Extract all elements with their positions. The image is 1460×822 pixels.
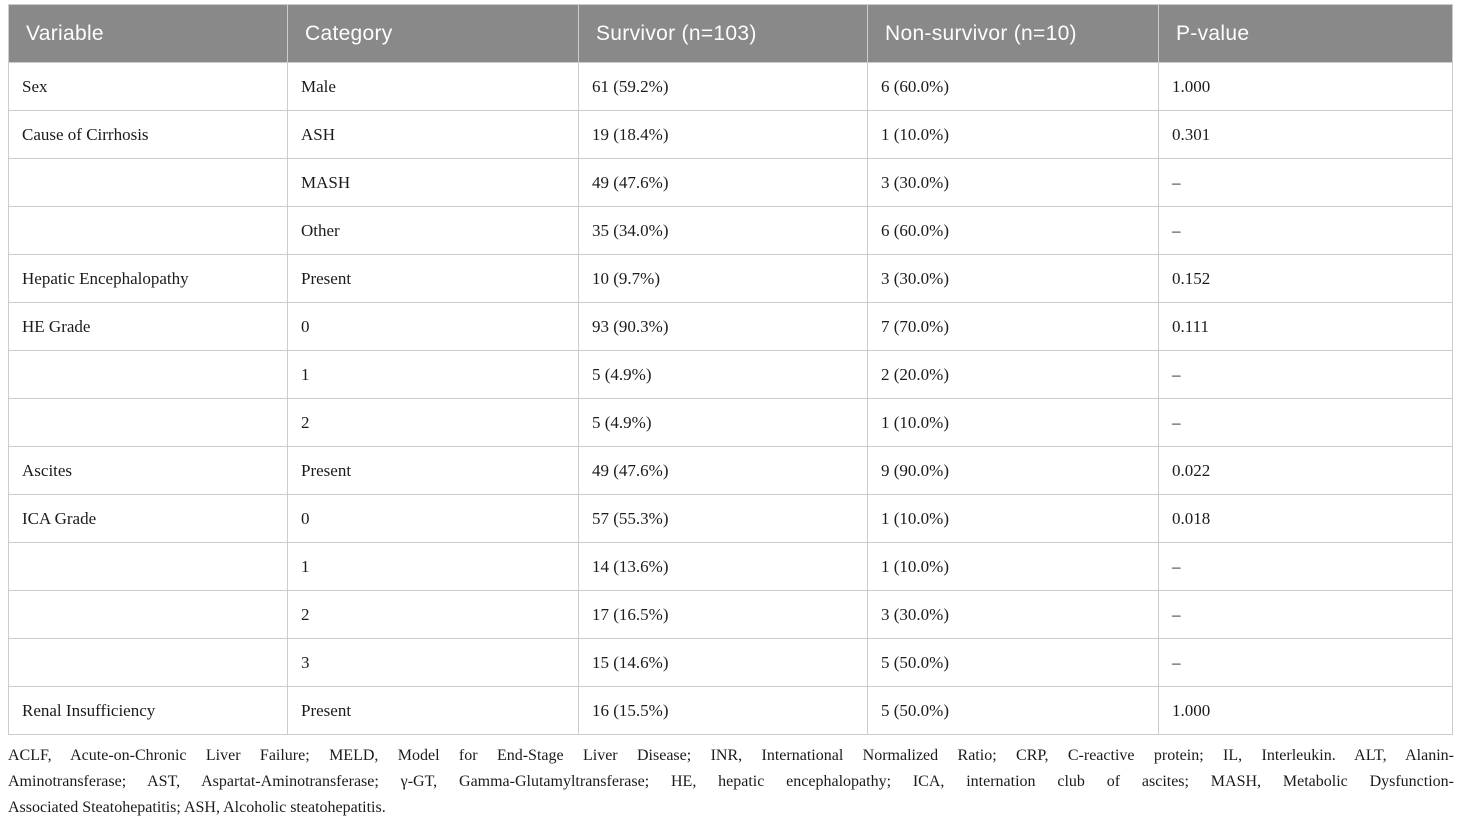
- cell-p-value: –: [1158, 590, 1453, 639]
- cell-variable: [8, 590, 288, 639]
- cell-p-value: –: [1158, 398, 1453, 447]
- cell-variable: Cause of Cirrhosis: [8, 110, 288, 159]
- table-row: Hepatic Encephalopathy Present 10 (9.7%)…: [8, 254, 1453, 303]
- cell-p-value: –: [1158, 158, 1453, 207]
- cell-survivor: 5 (4.9%): [578, 350, 868, 399]
- cell-non-survivor: 1 (10.0%): [867, 494, 1159, 543]
- col-header-variable: Variable: [8, 4, 288, 63]
- footnote-line-2: Aminotransferase; AST, Aspartat-Aminotra…: [8, 773, 1454, 790]
- cell-variable: [8, 206, 288, 255]
- cell-survivor: 15 (14.6%): [578, 638, 868, 687]
- col-header-category: Category: [287, 4, 579, 63]
- baseline-characteristics-table: Variable Category Survivor (n=103) Non-s…: [8, 4, 1453, 735]
- cell-p-value: 0.152: [1158, 254, 1453, 303]
- cell-variable: [8, 638, 288, 687]
- cell-non-survivor: 5 (50.0%): [867, 638, 1159, 687]
- cell-category: 1: [287, 542, 579, 591]
- table-row: MASH 49 (47.6%) 3 (30.0%) –: [8, 158, 1453, 207]
- cell-variable: Ascites: [8, 446, 288, 495]
- header-row: Variable Category Survivor (n=103) Non-s…: [8, 4, 1453, 63]
- cell-non-survivor: 6 (60.0%): [867, 62, 1159, 111]
- cell-non-survivor: 7 (70.0%): [867, 302, 1159, 351]
- table-row: ICA Grade 0 57 (55.3%) 1 (10.0%) 0.018: [8, 494, 1453, 543]
- cell-variable: [8, 542, 288, 591]
- cell-p-value: 1.000: [1158, 62, 1453, 111]
- table-row: 1 14 (13.6%) 1 (10.0%) –: [8, 542, 1453, 591]
- cell-category: MASH: [287, 158, 579, 207]
- cell-category: Male: [287, 62, 579, 111]
- col-header-p-value: P-value: [1158, 4, 1453, 63]
- cell-category: ASH: [287, 110, 579, 159]
- cell-variable: Hepatic Encephalopathy: [8, 254, 288, 303]
- cell-p-value: –: [1158, 638, 1453, 687]
- cell-non-survivor: 5 (50.0%): [867, 686, 1159, 735]
- cell-non-survivor: 1 (10.0%): [867, 110, 1159, 159]
- table-row: HE Grade 0 93 (90.3%) 7 (70.0%) 0.111: [8, 302, 1453, 351]
- cell-non-survivor: 1 (10.0%): [867, 542, 1159, 591]
- cell-survivor: 14 (13.6%): [578, 542, 868, 591]
- table-row: 2 17 (16.5%) 3 (30.0%) –: [8, 590, 1453, 639]
- cell-variable: Sex: [8, 62, 288, 111]
- cell-survivor: 16 (15.5%): [578, 686, 868, 735]
- cell-non-survivor: 2 (20.0%): [867, 350, 1159, 399]
- cell-variable: [8, 158, 288, 207]
- cell-non-survivor: 3 (30.0%): [867, 590, 1159, 639]
- col-header-survivor: Survivor (n=103): [578, 4, 868, 63]
- cell-variable: [8, 398, 288, 447]
- col-header-non-survivor: Non-survivor (n=10): [867, 4, 1159, 63]
- table-row: Cause of Cirrhosis ASH 19 (18.4%) 1 (10.…: [8, 110, 1453, 159]
- cell-p-value: 0.022: [1158, 446, 1453, 495]
- cell-variable: [8, 350, 288, 399]
- cell-survivor: 35 (34.0%): [578, 206, 868, 255]
- cell-survivor: 49 (47.6%): [578, 158, 868, 207]
- cell-survivor: 93 (90.3%): [578, 302, 868, 351]
- cell-survivor: 17 (16.5%): [578, 590, 868, 639]
- cell-p-value: 0.301: [1158, 110, 1453, 159]
- cell-category: 0: [287, 494, 579, 543]
- cell-category: Present: [287, 254, 579, 303]
- cell-category: Present: [287, 686, 579, 735]
- cell-p-value: –: [1158, 350, 1453, 399]
- cell-non-survivor: 3 (30.0%): [867, 254, 1159, 303]
- cell-p-value: 0.018: [1158, 494, 1453, 543]
- cell-p-value: 0.111: [1158, 302, 1453, 351]
- table-row: Other 35 (34.0%) 6 (60.0%) –: [8, 206, 1453, 255]
- cell-category: 3: [287, 638, 579, 687]
- table-body: Sex Male 61 (59.2%) 6 (60.0%) 1.000 Caus…: [8, 62, 1453, 735]
- table-row: 1 5 (4.9%) 2 (20.0%) –: [8, 350, 1453, 399]
- cell-p-value: 1.000: [1158, 686, 1453, 735]
- cell-variable: ICA Grade: [8, 494, 288, 543]
- cell-non-survivor: 9 (90.0%): [867, 446, 1159, 495]
- cell-survivor: 10 (9.7%): [578, 254, 868, 303]
- cell-p-value: –: [1158, 542, 1453, 591]
- cell-variable: HE Grade: [8, 302, 288, 351]
- cell-survivor: 49 (47.6%): [578, 446, 868, 495]
- cell-non-survivor: 6 (60.0%): [867, 206, 1159, 255]
- table-row: Ascites Present 49 (47.6%) 9 (90.0%) 0.0…: [8, 446, 1453, 495]
- footnote-line-3: Associated Steatohepatitis; ASH, Alcohol…: [8, 799, 386, 816]
- table-row: 3 15 (14.6%) 5 (50.0%) –: [8, 638, 1453, 687]
- cell-category: 2: [287, 590, 579, 639]
- cell-variable: Renal Insufficiency: [8, 686, 288, 735]
- cell-category: 2: [287, 398, 579, 447]
- cell-category: Present: [287, 446, 579, 495]
- cell-survivor: 19 (18.4%): [578, 110, 868, 159]
- cell-p-value: –: [1158, 206, 1453, 255]
- table-row: Sex Male 61 (59.2%) 6 (60.0%) 1.000: [8, 62, 1453, 111]
- table-row: Renal Insufficiency Present 16 (15.5%) 5…: [8, 686, 1453, 735]
- cell-survivor: 57 (55.3%): [578, 494, 868, 543]
- cell-survivor: 5 (4.9%): [578, 398, 868, 447]
- footnote-line-1: ACLF, Acute-on-Chronic Liver Failure; ME…: [8, 747, 1454, 764]
- cell-survivor: 61 (59.2%): [578, 62, 868, 111]
- table-header: Variable Category Survivor (n=103) Non-s…: [8, 4, 1453, 63]
- cell-non-survivor: 3 (30.0%): [867, 158, 1159, 207]
- table-footnote: ACLF, Acute-on-Chronic Liver Failure; ME…: [8, 743, 1454, 821]
- table-row: 2 5 (4.9%) 1 (10.0%) –: [8, 398, 1453, 447]
- cell-category: 0: [287, 302, 579, 351]
- cell-category: Other: [287, 206, 579, 255]
- cell-category: 1: [287, 350, 579, 399]
- cell-non-survivor: 1 (10.0%): [867, 398, 1159, 447]
